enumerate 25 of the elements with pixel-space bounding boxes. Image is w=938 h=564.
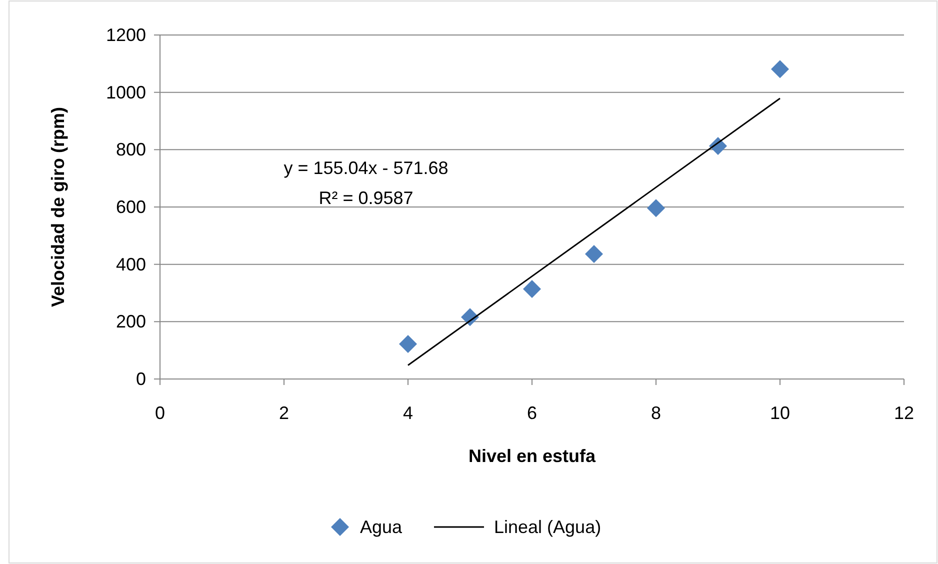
y-axis-title: Velocidad de giro (rpm) [48, 106, 68, 308]
x-tick-label: 0 [154, 403, 166, 423]
legend-label: Agua [360, 517, 404, 537]
legend-label: Lineal (Agua) [494, 517, 602, 537]
point [647, 199, 665, 218]
x-tick-label: 4 [402, 403, 414, 423]
y-tick-label: 200 [116, 312, 146, 332]
x-axis-title: Nivel en estufa [468, 446, 597, 466]
y-tick-label: 1200 [106, 25, 146, 45]
y-tick-label: 1000 [106, 82, 146, 102]
point [771, 60, 789, 78]
y-tick-label: 400 [116, 254, 146, 274]
x-tick-label: 12 [894, 403, 914, 423]
point [585, 245, 603, 264]
y-tick-label: 800 [116, 140, 146, 160]
annotation: R² = 0.9587 [318, 188, 414, 208]
y-tick-label: 0 [136, 369, 146, 389]
annotation: y = 155.04x - 571.68 [284, 158, 448, 178]
x-tick-label: 10 [770, 403, 790, 423]
point [523, 280, 541, 298]
x-tick-label: 6 [526, 403, 538, 423]
x-tick-label: 8 [650, 403, 662, 423]
y-tick-label: 600 [116, 197, 146, 217]
point [399, 335, 417, 354]
x-tick-label: 2 [278, 403, 290, 423]
